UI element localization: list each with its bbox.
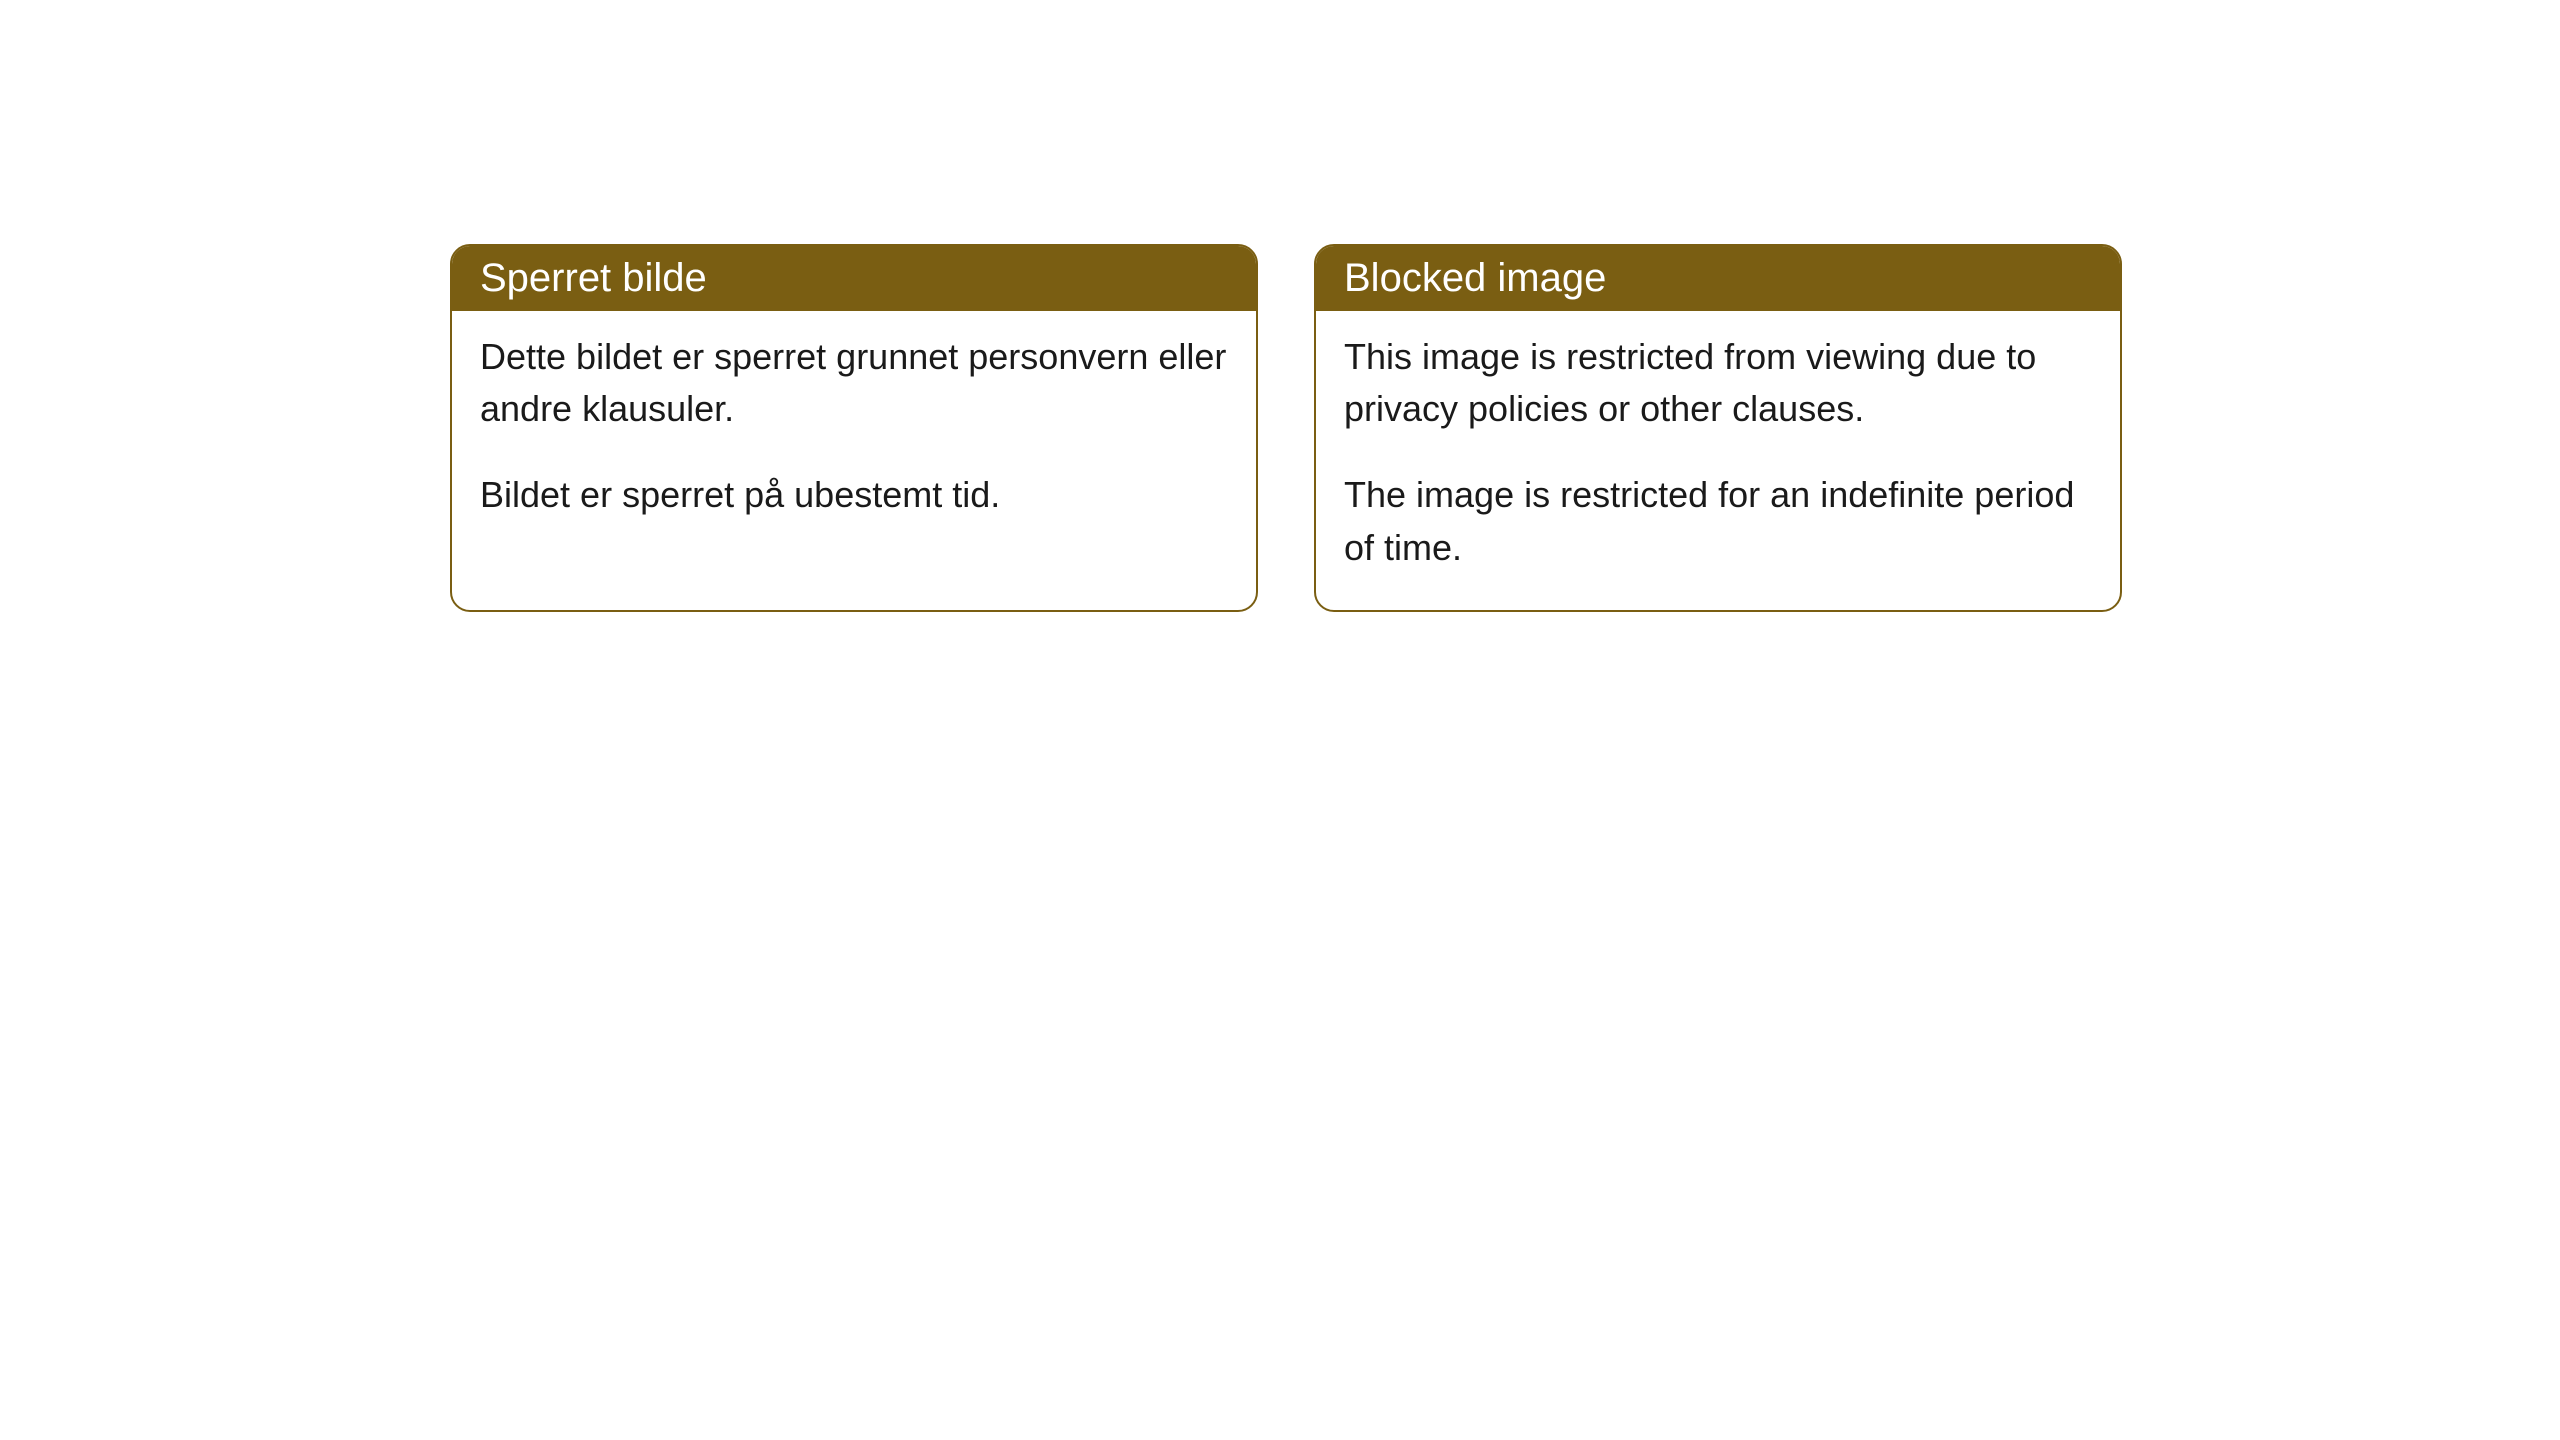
card-norwegian: Sperret bilde Dette bildet er sperret gr… (450, 244, 1258, 612)
cards-container: Sperret bilde Dette bildet er sperret gr… (0, 0, 2560, 612)
card-paragraph-1: This image is restricted from viewing du… (1344, 331, 2092, 435)
card-title: Sperret bilde (480, 256, 707, 300)
card-header-english: Blocked image (1316, 246, 2120, 311)
card-paragraph-2: Bildet er sperret på ubestemt tid. (480, 469, 1228, 521)
card-paragraph-1: Dette bildet er sperret grunnet personve… (480, 331, 1228, 435)
card-body-english: This image is restricted from viewing du… (1316, 311, 2120, 610)
card-header-norwegian: Sperret bilde (452, 246, 1256, 311)
card-english: Blocked image This image is restricted f… (1314, 244, 2122, 612)
card-title: Blocked image (1344, 256, 1606, 300)
card-body-norwegian: Dette bildet er sperret grunnet personve… (452, 311, 1256, 558)
card-paragraph-2: The image is restricted for an indefinit… (1344, 469, 2092, 573)
